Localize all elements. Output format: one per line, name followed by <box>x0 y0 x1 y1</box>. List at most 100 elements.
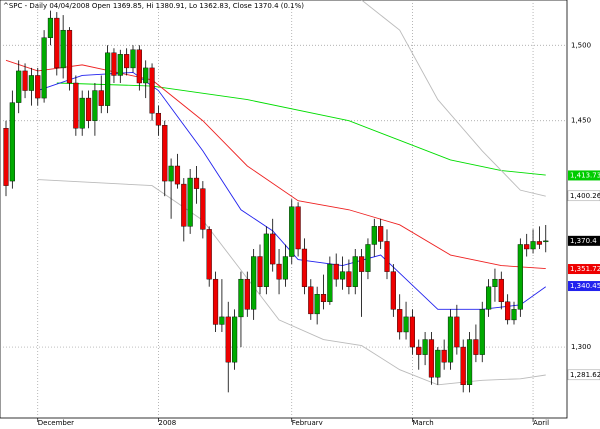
candle-body <box>3 128 9 186</box>
candle-body <box>441 349 447 363</box>
price-label-box <box>568 264 600 275</box>
candle-body <box>314 294 320 315</box>
moving-average <box>56 82 546 176</box>
candle-body <box>28 75 35 91</box>
moving-average <box>37 179 546 386</box>
candle-body <box>73 82 79 129</box>
candle-body <box>416 346 422 355</box>
candle-body <box>130 49 136 69</box>
candle-body <box>371 226 377 245</box>
candle-body <box>143 67 149 84</box>
candle-body <box>339 271 346 280</box>
candle-body <box>219 316 225 325</box>
candle-body <box>270 233 276 265</box>
candle-body <box>104 52 111 106</box>
candle-body <box>473 339 479 355</box>
x-tick-label: April <box>533 419 549 425</box>
candle-body <box>92 90 98 121</box>
candle-body <box>543 240 549 243</box>
y-tick-label: 1,500 <box>571 41 591 49</box>
moving-average <box>5 59 546 270</box>
candle-body <box>492 278 498 287</box>
candle-body <box>257 256 263 287</box>
y-tick-label: 1,450 <box>571 117 591 125</box>
candle-body <box>390 271 396 310</box>
x-tick-label: December <box>38 419 74 425</box>
candle-body <box>47 17 54 38</box>
candle-body <box>498 278 504 303</box>
candle-body <box>9 102 15 182</box>
candle-body <box>225 316 231 363</box>
candle-body <box>517 244 523 310</box>
candle-body <box>181 183 187 227</box>
candle-body <box>212 278 219 325</box>
y-tick-label: 1,300 <box>571 343 591 351</box>
candle-body <box>384 241 390 272</box>
candle-body <box>505 301 511 321</box>
x-tick-label: 2008 <box>158 419 176 425</box>
moving-average <box>361 0 546 197</box>
candle-body <box>530 241 536 250</box>
candle-body <box>16 70 22 103</box>
candle-body <box>155 112 162 126</box>
candle-body <box>66 29 73 84</box>
candle-body <box>111 52 117 76</box>
candle-body <box>136 49 142 84</box>
candle-body <box>466 339 473 386</box>
candle-body <box>244 278 250 310</box>
overlay-group <box>5 0 547 386</box>
candle-body <box>378 226 384 242</box>
candle-body <box>263 233 269 287</box>
price-label-box <box>568 170 600 181</box>
price-label: 1,351.72 <box>570 265 600 273</box>
candle-body <box>124 54 130 69</box>
candle-body <box>409 316 416 348</box>
price-label: 1,340.45 <box>570 282 600 290</box>
price-label: 1,281.62 <box>570 371 600 379</box>
chart-title: ^SPC - Daily 04/04/2008 Open 1369.85, Hi… <box>3 2 304 10</box>
candle-body <box>359 256 365 272</box>
candle-body <box>85 97 92 121</box>
candle-body <box>397 309 403 333</box>
candle-body <box>41 37 47 99</box>
candle-body <box>251 256 257 310</box>
price-label: 1,400.26 <box>570 192 600 200</box>
candle-body <box>511 309 517 321</box>
candle-body <box>352 256 358 287</box>
candle-body <box>301 248 308 287</box>
candle-body <box>346 271 352 287</box>
x-tick-label: February <box>292 419 323 425</box>
candle-body <box>282 256 289 280</box>
candle-body <box>308 286 314 315</box>
candle-body <box>460 346 466 386</box>
candle-body <box>60 29 66 69</box>
price-label-box <box>568 235 600 246</box>
candle-body <box>54 17 60 69</box>
candle-body <box>79 97 85 129</box>
candle-body <box>422 339 428 355</box>
candle-body <box>403 316 409 333</box>
candle-body <box>524 244 530 250</box>
candle-body <box>117 54 123 76</box>
candle-body <box>200 188 206 230</box>
candle-body <box>486 286 492 310</box>
candle-body <box>320 294 327 303</box>
x-tick-label: March <box>412 419 433 425</box>
candle-body <box>168 165 174 182</box>
price-label-box <box>567 190 600 202</box>
candle-body <box>536 241 543 245</box>
candle-body <box>276 263 282 280</box>
candle-body <box>454 316 460 348</box>
candle-body <box>162 125 168 182</box>
candle-body <box>231 316 238 363</box>
price-label-box <box>568 281 600 292</box>
price-label: 1,413.73 <box>570 171 600 179</box>
candle-body <box>333 263 339 280</box>
candle-body <box>238 278 244 318</box>
candle-body <box>149 67 155 114</box>
candle-body <box>327 263 333 303</box>
candle-body <box>98 90 104 106</box>
candle-body <box>187 177 193 227</box>
price-label-box <box>567 369 600 381</box>
